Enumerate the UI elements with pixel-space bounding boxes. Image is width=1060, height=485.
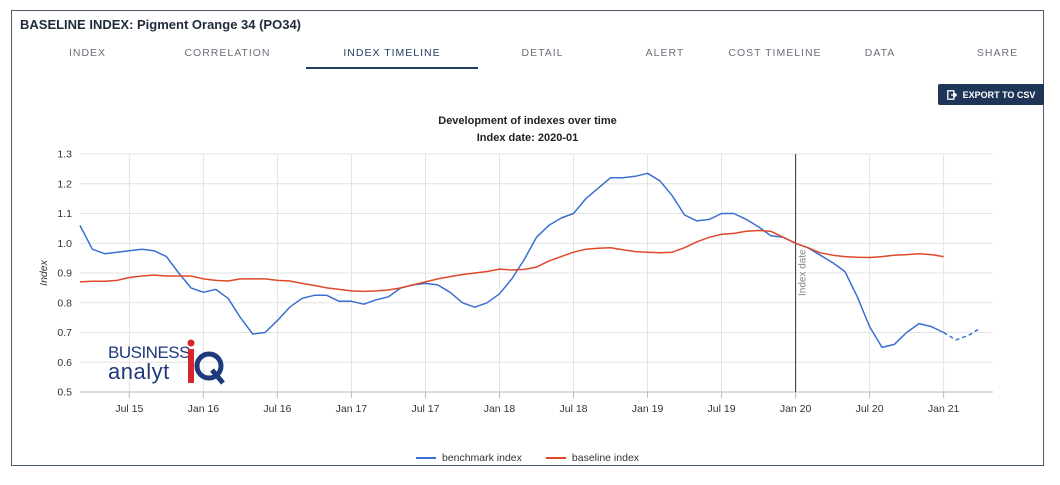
page-title: BASELINE INDEX: Pigment Orange 34 (PO34) [20,17,302,32]
x-tick-label: Jan 20 [780,403,812,415]
export-csv-button[interactable]: EXPORT TO CSV [938,84,1044,105]
y-tick-label: 0.9 [57,268,72,280]
legend-label-baseline: baseline index [571,452,640,464]
x-tick-label: Jul 19 [708,403,736,415]
x-tick-label: Jan 19 [632,403,664,415]
tab-share[interactable]: SHARE [976,47,1019,59]
business-analytiq-logo: BUSINESS analyt [108,339,238,389]
x-tick-label: Jan 21 [928,403,960,415]
legend-baseline[interactable]: baseline index [545,452,640,464]
x-tick-label: Jan 16 [188,403,220,415]
x-tick-label: Jul 15 [115,403,143,415]
x-tick-label: Jul 16 [263,403,291,415]
export-icon [946,89,957,100]
tab-data[interactable]: DATA [864,47,896,59]
chart-legend: benchmark index baseline index [12,452,1043,464]
y-axis-label: Index [38,259,50,285]
y-tick-label: 0.8 [57,297,72,309]
legend-benchmark[interactable]: benchmark index [415,452,522,464]
index-date-label: Index date [798,249,809,296]
y-tick-label: 1.3 [57,149,72,161]
logo-line2: analyt [108,359,170,384]
legend-label-benchmark: benchmark index [441,452,522,464]
chart-subtitle: Index date: 2020-01 [476,132,579,144]
index-chart: 1.3 1.2 1.1 1.0 0.9 0.8 0.7 0.6 0.5 Jul 15 Jan 16 J… [38,149,993,415]
export-label: EXPORT TO CSV [962,89,1036,100]
series-forecast-benchmark [943,327,982,341]
x-tick-label: Jul 18 [559,403,587,415]
legend-swatch-benchmark [415,457,436,459]
series-line-benchmark [79,172,944,349]
legend-swatch-baseline [545,457,566,459]
y-tick-label: 0.6 [57,357,72,369]
y-tick-label: 1.0 [57,238,72,250]
tab-cost-timeline[interactable]: COST TIMELINE [728,47,822,59]
tab-bar: INDEX CORRELATION INDEX TIMELINE DETAIL … [20,38,1038,70]
index-panel: BASELINE INDEX: Pigment Orange 34 (PO34)… [11,10,1044,466]
tab-index-timeline[interactable]: INDEX TIMELINE [306,38,478,69]
tab-alert[interactable]: ALERT [645,47,685,59]
x-tick-label: Jan 18 [484,403,516,415]
logo-line1: BUSINESS [108,343,190,362]
chart-title: Development of indexes over time [438,115,617,127]
tab-correlation[interactable]: CORRELATION [184,47,271,59]
tab-detail[interactable]: DETAIL [521,47,564,59]
x-tick-label: Jul 17 [411,403,439,415]
y-tick-label: 1.2 [57,178,72,190]
y-tick-label: 1.1 [57,208,72,220]
y-tick-label: 0.5 [57,387,72,399]
tab-index[interactable]: INDEX [68,47,107,59]
y-tick-label: 0.7 [57,327,72,339]
series-line-baseline [79,229,944,293]
x-tick-label: Jul 20 [856,403,884,415]
x-tick-label: Jan 17 [336,403,368,415]
